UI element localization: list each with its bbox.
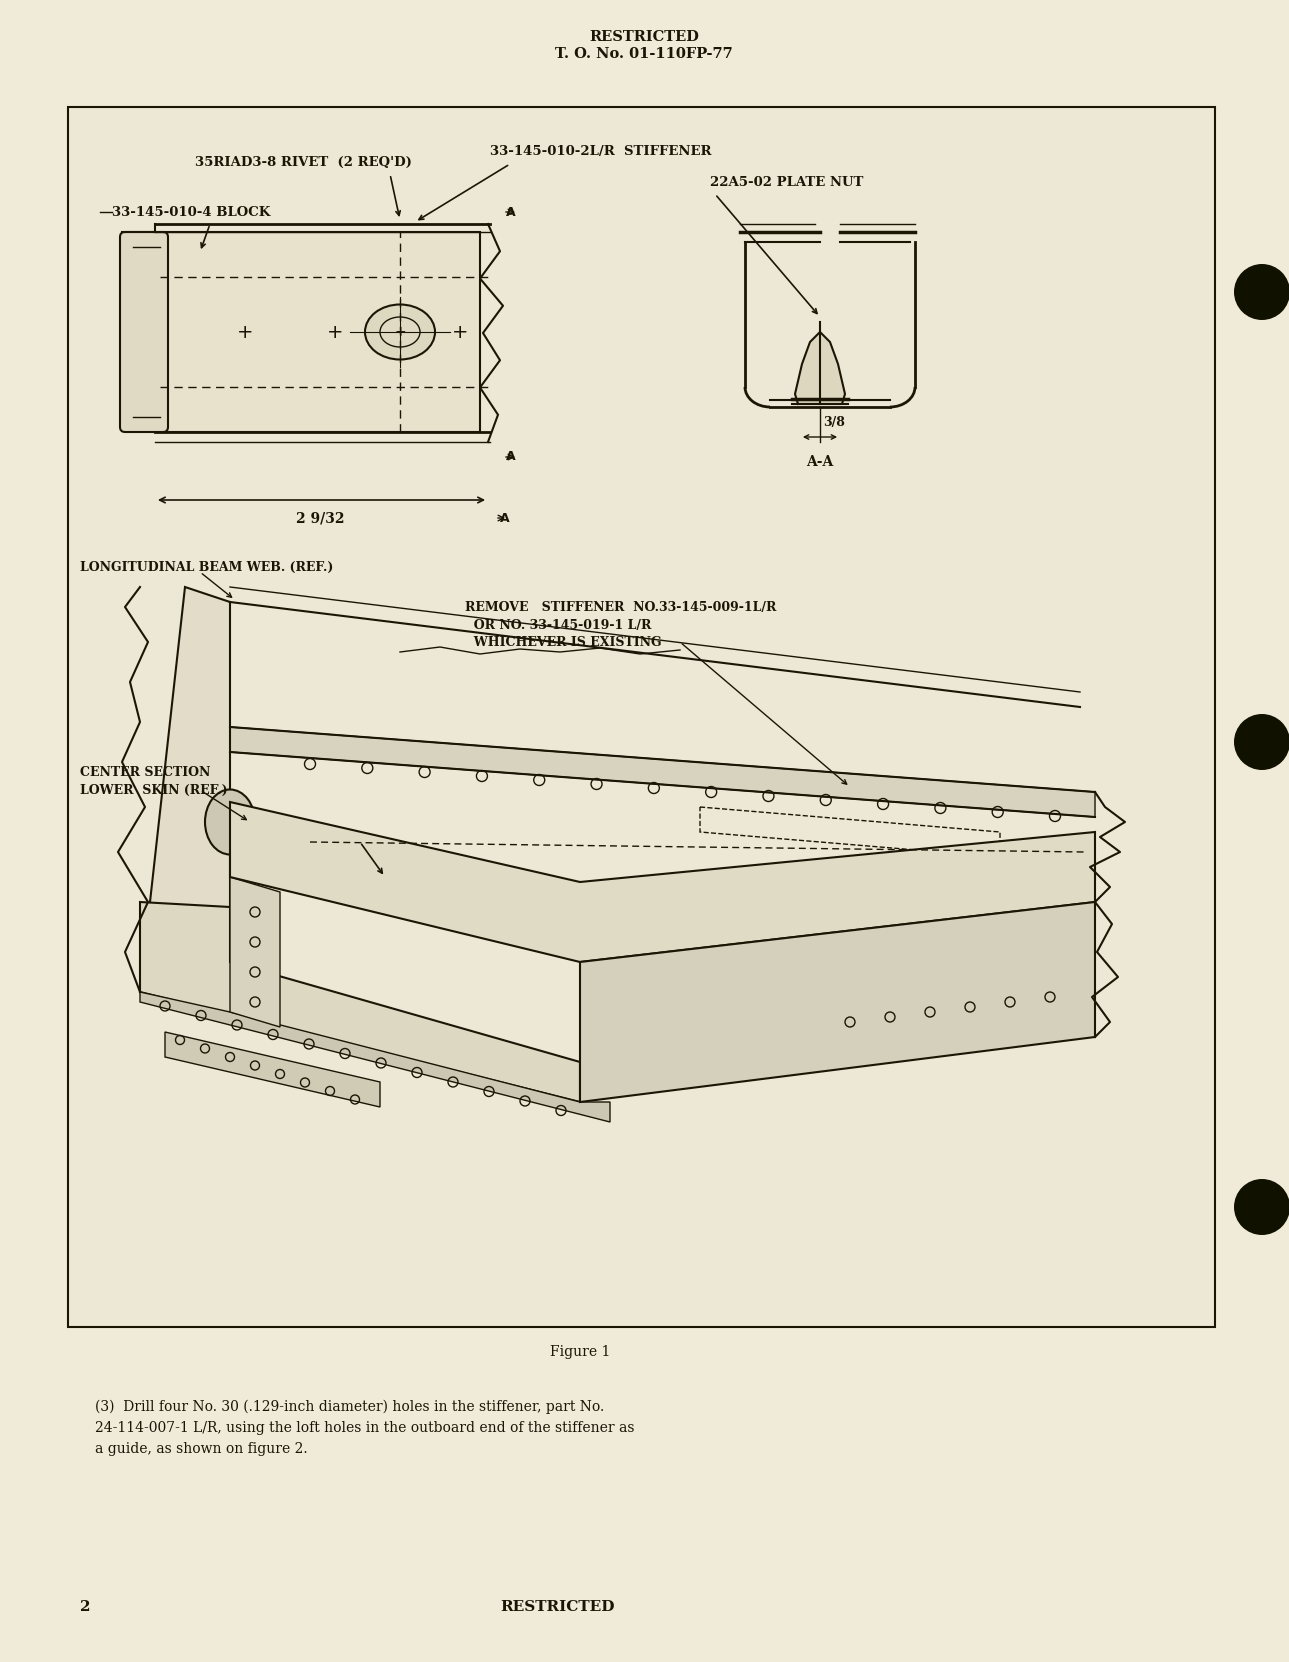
Text: T. O. No. 01-110FP-77: T. O. No. 01-110FP-77 (556, 47, 733, 61)
Bar (160, 233, 480, 432)
Circle shape (1234, 715, 1289, 770)
Text: A-A: A-A (807, 455, 834, 469)
Text: LOWER  SKIN (REF.): LOWER SKIN (REF.) (80, 783, 228, 796)
Text: CENTER SECTION: CENTER SECTION (80, 766, 210, 778)
Text: 33-145-010-4 BLOCK: 33-145-010-4 BLOCK (112, 206, 271, 218)
Polygon shape (580, 902, 1094, 1102)
Text: 2: 2 (80, 1601, 90, 1614)
Polygon shape (229, 726, 1094, 818)
Text: A: A (507, 450, 516, 464)
Ellipse shape (205, 789, 255, 854)
Text: +: + (451, 322, 468, 341)
Text: A: A (507, 206, 516, 218)
FancyBboxPatch shape (120, 233, 168, 432)
Text: +: + (394, 326, 406, 339)
Text: 2 9/32: 2 9/32 (295, 510, 344, 525)
Text: A: A (500, 512, 509, 525)
Text: RESTRICTED: RESTRICTED (500, 1601, 615, 1614)
Text: Figure 1: Figure 1 (550, 1345, 610, 1360)
Text: +: + (237, 322, 253, 341)
Text: 3/8: 3/8 (822, 416, 844, 429)
Polygon shape (141, 902, 580, 1102)
Text: OR NO. 33-145-019-1 L/R: OR NO. 33-145-019-1 L/R (465, 618, 651, 632)
Polygon shape (141, 587, 229, 1012)
Polygon shape (141, 992, 610, 1122)
Text: 35RIAD3-8 RIVET  (2 REQ'D): 35RIAD3-8 RIVET (2 REQ'D) (195, 156, 412, 168)
Polygon shape (229, 878, 280, 1027)
Circle shape (1234, 264, 1289, 321)
Polygon shape (229, 803, 1094, 962)
Text: WHICHEVER IS EXISTING: WHICHEVER IS EXISTING (465, 637, 661, 650)
Circle shape (1234, 1178, 1289, 1235)
Text: 22A5-02 PLATE NUT: 22A5-02 PLATE NUT (710, 176, 864, 188)
Polygon shape (165, 1032, 380, 1107)
Text: (3)  Drill four No. 30 (.129-inch diameter) holes in the stiffener, part No.: (3) Drill four No. 30 (.129-inch diamete… (95, 1399, 605, 1414)
Text: LONGITUDINAL BEAM WEB. (REF.): LONGITUDINAL BEAM WEB. (REF.) (80, 560, 334, 573)
Text: REMOVE   STIFFENER  NO.33-145-009-1L/R: REMOVE STIFFENER NO.33-145-009-1L/R (465, 600, 776, 613)
Text: RESTRICTED: RESTRICTED (589, 30, 699, 43)
Polygon shape (795, 332, 846, 404)
Ellipse shape (365, 304, 434, 359)
Text: a guide, as shown on figure 2.: a guide, as shown on figure 2. (95, 1443, 308, 1456)
Polygon shape (229, 726, 1094, 818)
Ellipse shape (380, 317, 420, 347)
Text: 33-145-010-2L/R  STIFFENER: 33-145-010-2L/R STIFFENER (490, 146, 712, 158)
Bar (68, 106, 1216, 1326)
Text: 24-114-007-1 L/R, using the loft holes in the outboard end of the stiffener as: 24-114-007-1 L/R, using the loft holes i… (95, 1421, 634, 1434)
Text: +: + (326, 322, 343, 341)
